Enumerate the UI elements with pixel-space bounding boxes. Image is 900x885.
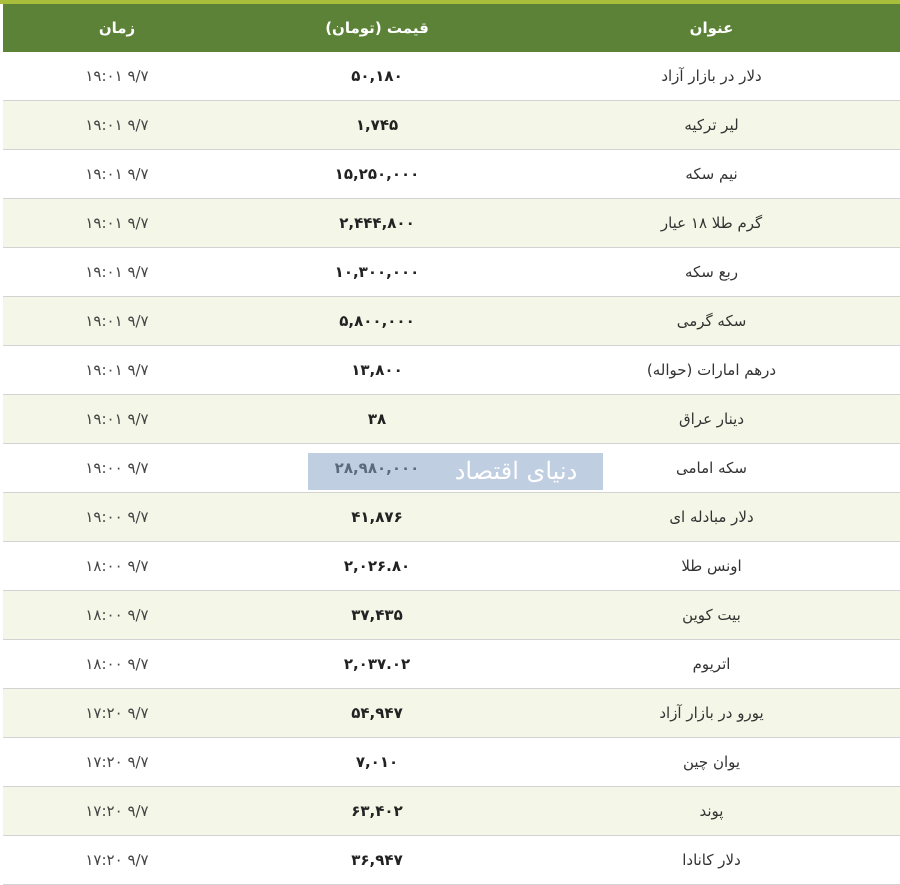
table-row: سکه گرمی ۵,۸۰۰,۰۰۰ ۹/۷ ۱۹:۰۱ — [3, 296, 900, 346]
row-title: دینار عراق — [523, 394, 900, 444]
table-row: ربع سکه ۱۰,۳۰۰,۰۰۰ ۹/۷ ۱۹:۰۱ — [3, 247, 900, 297]
row-title: اتریوم — [523, 639, 900, 689]
table-row: نیم سکه ۱۵,۲۵۰,۰۰۰ ۹/۷ ۱۹:۰۱ — [3, 149, 900, 199]
row-time: ۹/۷ ۱۹:۰۱ — [3, 52, 231, 101]
table-row: بیت کوین ۳۷,۴۳۵ ۹/۷ ۱۸:۰۰ — [3, 590, 900, 640]
table-row: سکه امامی ۲۸,۹۸۰,۰۰۰ ۹/۷ ۱۹:۰۰ — [3, 443, 900, 493]
row-time: ۹/۷ ۱۸:۰۰ — [3, 639, 231, 689]
row-time: ۹/۷ ۱۷:۲۰ — [3, 688, 231, 738]
row-price: ۵۰,۱۸۰ — [231, 52, 523, 101]
price-table: عنوان قیمت (تومان) زمان دلار در بازار آز… — [3, 4, 900, 885]
row-title: یورو در بازار آزاد — [523, 688, 900, 738]
row-price: ۵۴,۹۴۷ — [231, 688, 523, 738]
table-header: عنوان قیمت (تومان) زمان — [3, 4, 900, 52]
row-time: ۹/۷ ۱۷:۲۰ — [3, 786, 231, 836]
row-time: ۹/۷ ۱۹:۰۱ — [3, 394, 231, 444]
header-title: عنوان — [523, 4, 900, 52]
row-title: اونس طلا — [523, 541, 900, 591]
table-row: گرم طلا ۱۸ عیار ۲,۴۴۴,۸۰۰ ۹/۷ ۱۹:۰۱ — [3, 198, 900, 248]
row-title: لیر ترکیه — [523, 100, 900, 150]
row-title: نیم سکه — [523, 149, 900, 199]
table-row: دینار عراق ۳۸ ۹/۷ ۱۹:۰۱ — [3, 394, 900, 444]
row-title: دلار در بازار آزاد — [523, 52, 900, 101]
row-price: ۱۰,۳۰۰,۰۰۰ — [231, 247, 523, 297]
row-price: ۳۸ — [231, 394, 523, 444]
row-time: ۹/۷ ۱۹:۰۱ — [3, 345, 231, 395]
row-title: یوان چین — [523, 737, 900, 787]
table-row: اتریوم ۲,۰۳۷.۰۲ ۹/۷ ۱۸:۰۰ — [3, 639, 900, 689]
row-title: درهم امارات (حواله) — [523, 345, 900, 395]
row-time: ۹/۷ ۱۹:۰۱ — [3, 149, 231, 199]
row-price: ۲,۴۴۴,۸۰۰ — [231, 198, 523, 248]
row-price: ۲,۰۳۷.۰۲ — [231, 639, 523, 689]
row-title: سکه گرمی — [523, 296, 900, 346]
row-price: ۱۳,۸۰۰ — [231, 345, 523, 395]
row-title: گرم طلا ۱۸ عیار — [523, 198, 900, 248]
row-price: ۴۱,۸۷۶ — [231, 492, 523, 542]
row-time: ۹/۷ ۱۹:۰۰ — [3, 492, 231, 542]
row-time: ۹/۷ ۱۷:۲۰ — [3, 737, 231, 787]
row-time: ۹/۷ ۱۹:۰۱ — [3, 198, 231, 248]
row-price: ۱,۷۴۵ — [231, 100, 523, 150]
row-price: ۱۵,۲۵۰,۰۰۰ — [231, 149, 523, 199]
table-row: یوان چین ۷,۰۱۰ ۹/۷ ۱۷:۲۰ — [3, 737, 900, 787]
row-price: ۲,۰۲۶.۸۰ — [231, 541, 523, 591]
table-row: دلار مبادله ای ۴۱,۸۷۶ ۹/۷ ۱۹:۰۰ — [3, 492, 900, 542]
row-title: بیت کوین — [523, 590, 900, 640]
row-title: دلار مبادله ای — [523, 492, 900, 542]
top-accent-bar — [0, 0, 900, 4]
row-price: ۶۳,۴۰۲ — [231, 786, 523, 836]
row-price: ۷,۰۱۰ — [231, 737, 523, 787]
row-time: ۹/۷ ۱۹:۰۱ — [3, 247, 231, 297]
table-row: یورو در بازار آزاد ۵۴,۹۴۷ ۹/۷ ۱۷:۲۰ — [3, 688, 900, 738]
header-price: قیمت (تومان) — [231, 4, 523, 52]
row-time: ۹/۷ ۱۷:۲۰ — [3, 835, 231, 885]
table-row: لیر ترکیه ۱,۷۴۵ ۹/۷ ۱۹:۰۱ — [3, 100, 900, 150]
row-price: ۲۸,۹۸۰,۰۰۰ — [231, 443, 523, 493]
table-row: درهم امارات (حواله) ۱۳,۸۰۰ ۹/۷ ۱۹:۰۱ — [3, 345, 900, 395]
row-price: ۵,۸۰۰,۰۰۰ — [231, 296, 523, 346]
row-price: ۳۶,۹۴۷ — [231, 835, 523, 885]
row-time: ۹/۷ ۱۸:۰۰ — [3, 590, 231, 640]
header-time: زمان — [3, 4, 231, 52]
table-row: پوند ۶۳,۴۰۲ ۹/۷ ۱۷:۲۰ — [3, 786, 900, 836]
row-title: پوند — [523, 786, 900, 836]
table-row: دلار کانادا ۳۶,۹۴۷ ۹/۷ ۱۷:۲۰ — [3, 835, 900, 885]
table-row: دلار در بازار آزاد ۵۰,۱۸۰ ۹/۷ ۱۹:۰۱ — [3, 52, 900, 101]
row-time: ۹/۷ ۱۹:۰۱ — [3, 100, 231, 150]
row-time: ۹/۷ ۱۹:۰۱ — [3, 296, 231, 346]
row-title: سکه امامی — [523, 443, 900, 493]
row-time: ۹/۷ ۱۹:۰۰ — [3, 443, 231, 493]
table-row: اونس طلا ۲,۰۲۶.۸۰ ۹/۷ ۱۸:۰۰ — [3, 541, 900, 591]
row-price: ۳۷,۴۳۵ — [231, 590, 523, 640]
row-title: دلار کانادا — [523, 835, 900, 885]
row-title: ربع سکه — [523, 247, 900, 297]
row-time: ۹/۷ ۱۸:۰۰ — [3, 541, 231, 591]
